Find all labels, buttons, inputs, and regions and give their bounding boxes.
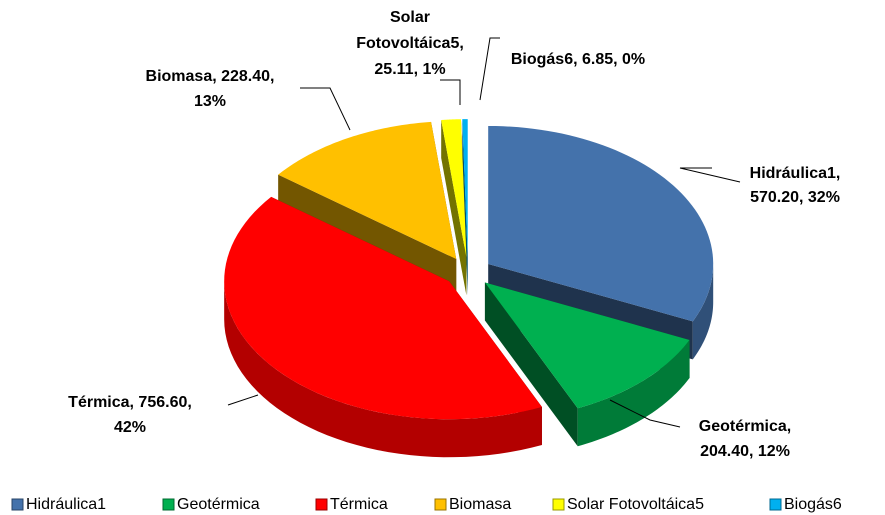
legend-swatch (434, 498, 447, 511)
data-label: 570.20, 32% (750, 189, 840, 206)
slice-cut-face (484, 282, 578, 447)
slice (462, 119, 468, 296)
slice-side (692, 263, 714, 360)
leader-line (440, 79, 461, 105)
data-label: Solar (390, 9, 430, 26)
slice (224, 196, 542, 458)
slice-top (278, 121, 457, 260)
slice (441, 119, 467, 296)
data-label: 13% (194, 93, 226, 110)
legend-label: Térmica (330, 496, 388, 513)
leader-line (479, 37, 500, 101)
slice-cut-face (462, 119, 468, 296)
slice-top (488, 125, 714, 322)
legend-swatch (315, 498, 328, 511)
slice-top (462, 119, 468, 258)
legend-swatch (769, 498, 782, 511)
slice (484, 282, 690, 447)
data-label: Térmica, 756.60, (68, 394, 192, 411)
data-label: Hidráulica1, (750, 165, 841, 182)
legend-label: Geotérmica (177, 496, 260, 513)
slice-side (577, 339, 690, 447)
legend-swatch (552, 498, 565, 511)
data-label: 204.40, 12% (700, 443, 790, 460)
data-label: Geotérmica, (699, 418, 791, 435)
legend-label: Biomasa (449, 496, 511, 513)
slice-cut-face (441, 120, 467, 296)
slice-top (224, 196, 542, 420)
slice-top (441, 119, 467, 258)
slice-side (224, 281, 542, 458)
leader-line (609, 399, 681, 428)
data-label: 42% (114, 419, 146, 436)
leader-line (227, 394, 259, 406)
legend-label: Hidráulica1 (26, 496, 106, 513)
data-label: Biogás6, 6.85, 0% (511, 51, 645, 68)
slice-top (484, 282, 690, 409)
data-label: Fotovoltáica5, (356, 35, 464, 52)
leader-line (300, 87, 351, 131)
legend-label: Biogás6 (784, 496, 842, 513)
leader-line (679, 167, 741, 183)
data-label: Biomasa, 228.40, (146, 68, 275, 85)
data-label: 25.11, 1% (374, 61, 445, 78)
legend-swatch (162, 498, 175, 511)
legend-label: Solar Fotovoltáica5 (567, 496, 704, 513)
legend-swatch (11, 498, 24, 511)
